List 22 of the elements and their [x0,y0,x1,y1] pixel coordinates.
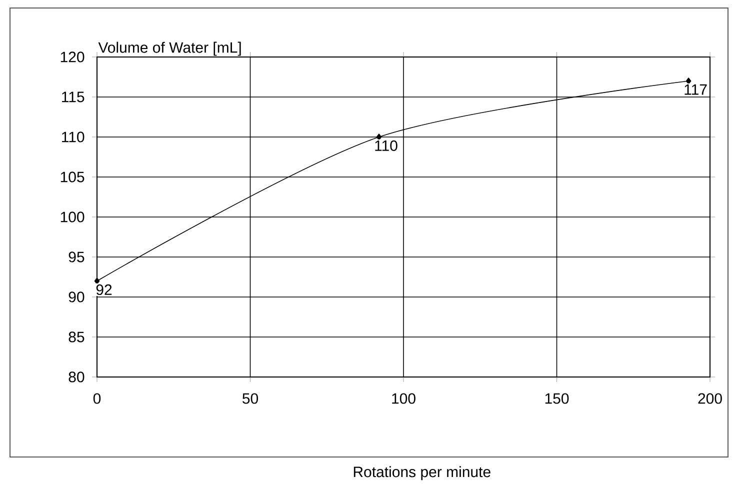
point [686,78,692,84]
y-tick-label: 115 [62,92,84,102]
x-tick-label: 200 [698,393,722,404]
y-tick-label: 110 [62,132,84,142]
y-tick-label: 105 [60,172,84,182]
y-tick-label: 95 [68,252,84,262]
x-tick-label: 50 [242,393,258,404]
y-tick-label: 100 [60,212,84,222]
y-tick-label: 85 [68,332,84,342]
x-tick-label: 150 [545,393,569,404]
x-axis-title: Rotations per minute [354,466,490,480]
y-tick-label: 90 [68,292,84,302]
point [376,134,382,140]
y-tick-label: 120 [60,52,84,62]
data-label: 92 [96,284,112,295]
data-label: 110 [375,140,398,151]
point [94,278,100,284]
data-label: 117 [684,84,707,95]
y-axis-title: Volume of Water [mL] [98,42,241,56]
x-tick-label: 100 [392,393,416,404]
y-tick-label: 80 [68,372,84,382]
x-tick-label: 0 [93,393,101,404]
